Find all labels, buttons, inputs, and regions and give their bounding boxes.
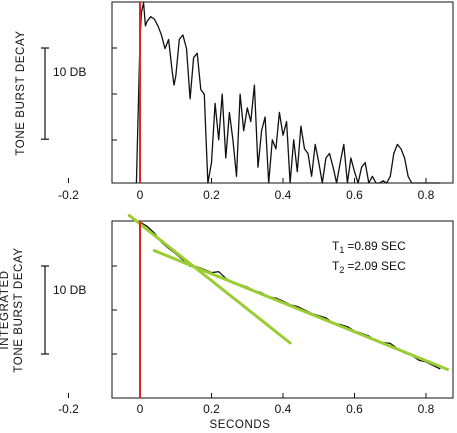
x-tick-label: 0 — [137, 402, 144, 416]
x-tick-label: 0.4 — [275, 188, 292, 202]
x-tick-label: 0.4 — [275, 402, 292, 416]
y-axis-label-line-1: INTEGRATED — [0, 270, 11, 349]
t2-annotation: T2 =2.09 SEC — [332, 259, 406, 275]
x-tick-label: -0.2 — [58, 402, 79, 416]
y-axis-label-line-2: TONE BURST DECAY — [13, 247, 25, 372]
x-ticks: -0.2 0 0.2 0.4 0.6 0.8 — [58, 265, 435, 416]
scale-bar — [41, 265, 49, 355]
scale-bar — [41, 47, 49, 140]
x-tick-label: 0.2 — [203, 402, 220, 416]
x-axis-label: SECONDS — [209, 419, 270, 431]
x-tick-label: 0 — [137, 188, 144, 202]
x-tick-label: 0.2 — [203, 188, 220, 202]
plot-frame — [111, 1, 454, 184]
t1-annotation: T1 =0.89 SEC — [332, 239, 406, 255]
fit-line — [127, 213, 292, 345]
x-ticks: -0.2 0 0.2 0.4 0.6 0.8 — [58, 47, 435, 202]
x-tick-label: -0.2 — [58, 188, 79, 202]
tone-burst-decay-panel: -0.2 0 0.2 0.4 0.6 0.8 10 DB TONE BURST DECAY — [15, 1, 454, 202]
x-tick-label: 0.6 — [346, 188, 363, 202]
fit-line — [152, 249, 449, 371]
integrated-decay-panel: -0.2 0 0.2 0.4 0.6 0.8 10 DB INTEGRATED TONE … — [0, 213, 454, 431]
t2-value: =2.09 SEC — [347, 259, 406, 273]
scale-bar-label: 10 DB — [53, 65, 86, 79]
x-tick-label: 0.8 — [418, 188, 435, 202]
x-tick-label: 0.8 — [418, 402, 435, 416]
t2-subscript: 2 — [339, 265, 344, 275]
scale-bar-label: 10 DB — [53, 283, 86, 297]
y-axis-label: TONE BURST DECAY — [15, 30, 27, 155]
fit-lines — [127, 213, 449, 371]
t1-subscript: 1 — [339, 245, 344, 255]
t1-value: =0.89 SEC — [347, 239, 406, 253]
x-tick-label: 0.6 — [346, 402, 363, 416]
decay-trace — [135, 2, 441, 184]
